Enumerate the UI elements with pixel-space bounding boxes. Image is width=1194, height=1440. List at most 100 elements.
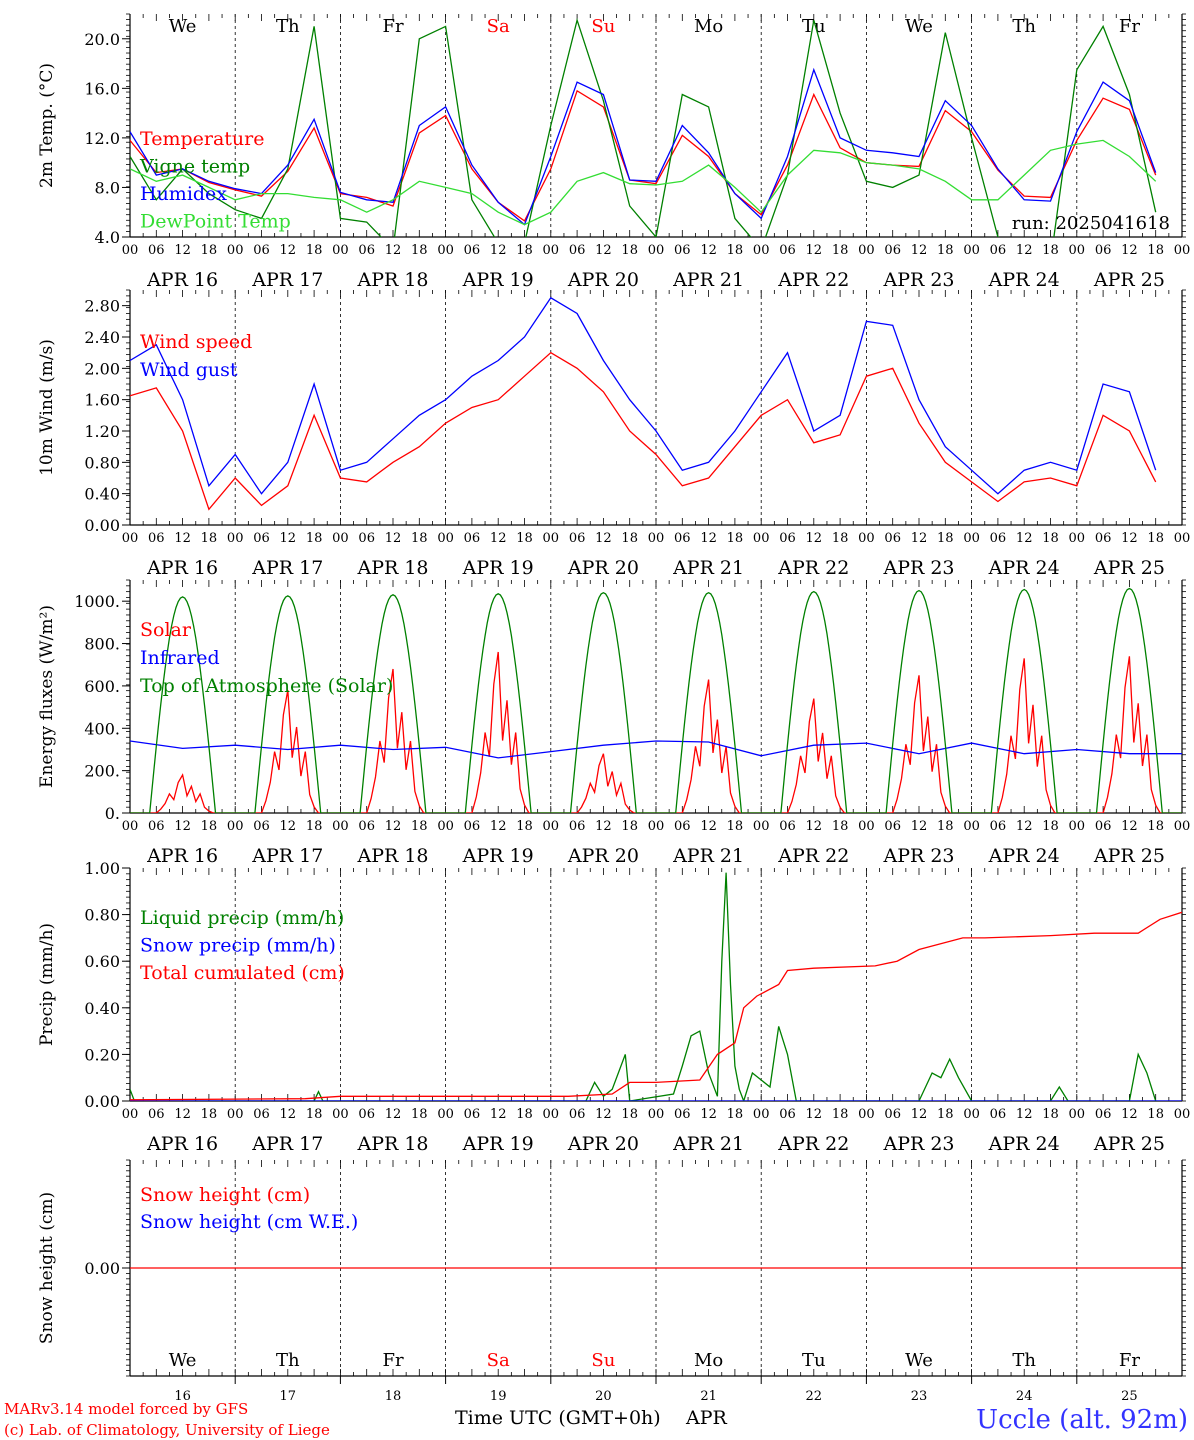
y-tick-label: 2.00 xyxy=(84,359,120,378)
hour-tick-label: 06 xyxy=(464,531,481,546)
hour-tick-label: 00 xyxy=(1174,531,1191,546)
hour-tick-label: 00 xyxy=(1069,1107,1086,1122)
hour-tick-label: 06 xyxy=(674,819,691,834)
location-label: Uccle (alt. 92m) xyxy=(976,1405,1188,1435)
date-label: APR 17 xyxy=(251,845,323,867)
day-name: Su xyxy=(591,1350,615,1371)
y-tick-label: 0.60 xyxy=(84,952,120,971)
hour-tick-label: 12 xyxy=(595,1107,612,1122)
hour-tick-label: 12 xyxy=(700,243,717,258)
hour-tick-label: 18 xyxy=(621,819,638,834)
day-name: Fr xyxy=(1119,1350,1140,1371)
hour-tick-label: 18 xyxy=(621,243,638,258)
hour-tick-label: 06 xyxy=(464,243,481,258)
hour-tick-label: 00 xyxy=(648,819,665,834)
xaxis-month: APR xyxy=(685,1407,728,1429)
y-tick-label: 1.60 xyxy=(84,391,120,410)
date-label: APR 23 xyxy=(882,1133,954,1155)
hour-tick-label: 18 xyxy=(937,1107,954,1122)
hour-tick-label: 06 xyxy=(990,531,1007,546)
date-label: APR 23 xyxy=(882,845,954,867)
hour-tick-label: 12 xyxy=(911,531,928,546)
hour-tick-label: 00 xyxy=(332,243,349,258)
hour-tick-label: 00 xyxy=(437,243,454,258)
hour-tick-label: 18 xyxy=(201,1107,218,1122)
hour-tick-label: 12 xyxy=(700,819,717,834)
y-axis-label: Snow height (cm) xyxy=(37,1192,57,1344)
hour-tick-label: 18 xyxy=(201,819,218,834)
day-name: Fr xyxy=(382,1350,403,1371)
hour-tick-label: 12 xyxy=(174,531,191,546)
day-name: Mo xyxy=(694,1350,723,1371)
date-label: APR 18 xyxy=(356,557,428,579)
hour-tick-label: 12 xyxy=(280,243,297,258)
hour-tick-label: 12 xyxy=(490,531,507,546)
hour-tick-label: 12 xyxy=(911,819,928,834)
hour-tick-label: 06 xyxy=(779,531,796,546)
hour-tick-label: 00 xyxy=(753,243,770,258)
hour-tick-label: 18 xyxy=(1042,531,1059,546)
hour-tick-label: 06 xyxy=(779,243,796,258)
hour-tick-label: 12 xyxy=(806,819,823,834)
day-name: We xyxy=(169,16,197,37)
hour-tick-label: 06 xyxy=(990,243,1007,258)
day-number: 17 xyxy=(280,1389,297,1404)
hour-tick-label: 06 xyxy=(1095,243,1112,258)
day-number: 18 xyxy=(385,1389,402,1404)
series-line-0 xyxy=(130,872,1157,1101)
hour-tick-label: 18 xyxy=(411,243,428,258)
series-line-3 xyxy=(130,139,1157,226)
hour-tick-label: 00 xyxy=(753,1107,770,1122)
date-label: APR 22 xyxy=(777,269,849,291)
hour-tick-label: 06 xyxy=(358,1107,375,1122)
hour-tick-label: 00 xyxy=(332,1107,349,1122)
series-line-2 xyxy=(130,911,1182,1101)
panel-5: 0.00 Snow height (cm) We 16 Th 17 Fr 18 Sa 19 Su 20… xyxy=(37,1159,1186,1404)
y-axis-label: Energy fluxes (W/m²) xyxy=(37,605,57,788)
hour-tick-label: 12 xyxy=(385,531,402,546)
series-group xyxy=(130,296,1157,511)
hour-tick-label: 18 xyxy=(1042,819,1059,834)
date-label: APR 16 xyxy=(146,1133,218,1155)
hour-tick-label: 06 xyxy=(358,531,375,546)
hour-tick-label: 12 xyxy=(490,243,507,258)
y-tick-label: 0.80 xyxy=(84,906,120,925)
day-name: We xyxy=(905,1350,933,1371)
hour-tick-label: 06 xyxy=(148,531,165,546)
hour-tick-label: 18 xyxy=(201,243,218,258)
date-label: APR 22 xyxy=(777,1133,849,1155)
hour-tick-label: 00 xyxy=(858,819,875,834)
hour-tick-label: 00 xyxy=(543,243,560,258)
hour-tick-label: 00 xyxy=(1174,1107,1191,1122)
date-label: APR 16 xyxy=(146,269,218,291)
day-name: Th xyxy=(1012,16,1036,37)
y-tick-label: 2.80 xyxy=(84,297,120,316)
hour-tick-label: 12 xyxy=(1121,531,1138,546)
day-name: Mo xyxy=(694,16,723,37)
hour-tick-label: 00 xyxy=(227,531,244,546)
date-label: APR 22 xyxy=(777,845,849,867)
hour-tick-label: 00 xyxy=(122,819,139,834)
lab-credit: (c) Lab. of Climatology, University of L… xyxy=(4,1421,330,1439)
series-line-1 xyxy=(130,296,1157,495)
hour-tick-label: 12 xyxy=(595,243,612,258)
date-label: APR 25 xyxy=(1093,1133,1165,1155)
hour-tick-label: 12 xyxy=(280,819,297,834)
hour-tick-label: 12 xyxy=(385,1107,402,1122)
hour-tick-label: 06 xyxy=(253,1107,270,1122)
hour-tick-label: 00 xyxy=(122,243,139,258)
date-label: APR 16 xyxy=(146,845,218,867)
y-tick-label: 0.00 xyxy=(84,1092,120,1111)
y-tick-label: 1.20 xyxy=(84,422,120,441)
y-tick-label: 4.0 xyxy=(95,228,120,247)
hour-tick-label: 18 xyxy=(1147,531,1164,546)
date-label: APR 20 xyxy=(567,269,639,291)
hour-tick-label: 00 xyxy=(753,531,770,546)
hour-tick-label: 00 xyxy=(963,1107,980,1122)
hour-tick-label: 00 xyxy=(1069,531,1086,546)
hour-tick-label: 00 xyxy=(122,1107,139,1122)
date-label: APR 24 xyxy=(988,557,1060,579)
hour-tick-label: 00 xyxy=(1069,819,1086,834)
hour-tick-label: 12 xyxy=(806,531,823,546)
